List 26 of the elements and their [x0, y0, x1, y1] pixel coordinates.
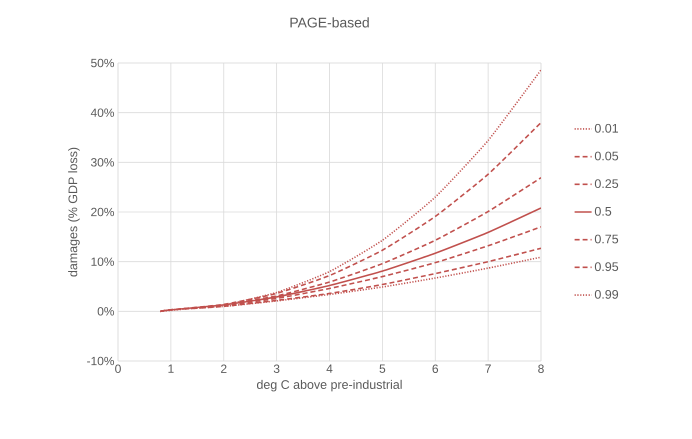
y-tick-label: 30%	[91, 158, 114, 167]
y-tick-label: 20%	[91, 208, 114, 216]
x-tick-label: 0	[115, 364, 121, 373]
x-tick-label: 3	[274, 364, 280, 373]
x-tick-label: 6	[432, 364, 438, 373]
legend-label: 0.5	[594, 206, 612, 216]
y-axis-title: damages (% GDP loss)	[68, 148, 80, 277]
x-tick-label: 1	[168, 364, 174, 373]
y-tick-label: 10%	[91, 257, 114, 266]
y-tick-label: -10%	[87, 356, 114, 366]
legend-label: 0.99	[594, 290, 618, 299]
legend-label: 0.25	[594, 179, 618, 188]
x-tick-label: 2	[221, 364, 226, 373]
x-axis-title: deg C above pre-industrial	[256, 380, 402, 392]
legend-label: 0.05	[594, 152, 618, 160]
x-tick-label: 7	[485, 364, 491, 373]
chart-title: PAGE-based	[290, 17, 369, 28]
legend-label: 0.01	[594, 124, 618, 133]
legend-label: 0.75	[594, 234, 618, 244]
legend-label: 0.95	[594, 262, 618, 272]
x-tick-label: 8	[538, 364, 544, 373]
x-tick-label: 5	[380, 364, 386, 373]
y-tick-label: 40%	[90, 108, 114, 117]
y-tick-label: 0%	[98, 307, 114, 316]
y-tick-label: 50%	[91, 58, 114, 68]
x-tick-label: 4	[326, 364, 332, 373]
